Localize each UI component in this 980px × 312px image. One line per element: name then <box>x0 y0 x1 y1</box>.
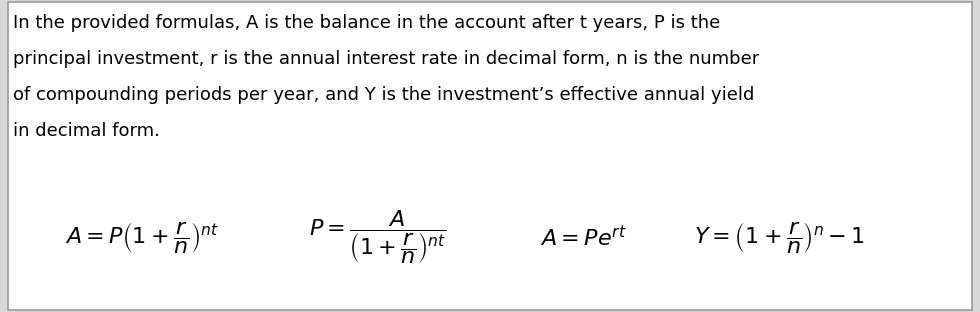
Text: $A = P\left(1 + \dfrac{r}{n}\right)^{nt}$: $A = P\left(1 + \dfrac{r}{n}\right)^{nt}… <box>66 220 219 255</box>
Text: $A = Pe^{rt}$: $A = Pe^{rt}$ <box>540 225 626 250</box>
FancyBboxPatch shape <box>8 2 972 310</box>
Text: $Y = \left(1 + \dfrac{r}{n}\right)^{n} - 1$: $Y = \left(1 + \dfrac{r}{n}\right)^{n} -… <box>694 220 864 255</box>
Text: of compounding periods per year, and Y is the investment’s effective annual yiel: of compounding periods per year, and Y i… <box>13 86 755 104</box>
Text: $P = \dfrac{A}{\left(1 + \dfrac{r}{n}\right)^{nt}}$: $P = \dfrac{A}{\left(1 + \dfrac{r}{n}\ri… <box>309 208 446 266</box>
Text: In the provided formulas, A is the balance in the account after t years, P is th: In the provided formulas, A is the balan… <box>13 14 720 32</box>
Text: in decimal form.: in decimal form. <box>13 122 160 140</box>
Text: principal investment, r is the annual interest rate in decimal form, n is the nu: principal investment, r is the annual in… <box>13 50 759 68</box>
